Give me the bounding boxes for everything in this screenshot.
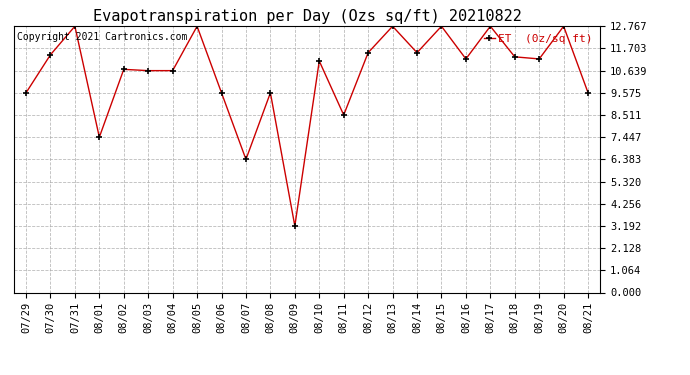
ET  (0z/sq ft) bbox=[364, 50, 373, 55]
ET  (0z/sq ft) bbox=[388, 24, 397, 28]
ET  (0z/sq ft) bbox=[119, 67, 128, 72]
ET  (0z/sq ft) bbox=[95, 135, 104, 140]
ET  (0z/sq ft) bbox=[437, 24, 446, 28]
Text: Copyright 2021 Cartronics.com: Copyright 2021 Cartronics.com bbox=[17, 32, 187, 42]
ET  (0z/sq ft) bbox=[22, 91, 30, 95]
ET  (0z/sq ft) bbox=[71, 24, 79, 28]
ET  (0z/sq ft) bbox=[535, 57, 543, 61]
Line: ET  (0z/sq ft): ET (0z/sq ft) bbox=[23, 23, 591, 229]
ET  (0z/sq ft) bbox=[46, 53, 55, 57]
Title: Evapotranspiration per Day (Ozs sq/ft) 20210822: Evapotranspiration per Day (Ozs sq/ft) 2… bbox=[92, 9, 522, 24]
ET  (0z/sq ft) bbox=[144, 68, 152, 73]
ET  (0z/sq ft) bbox=[486, 24, 495, 28]
ET  (0z/sq ft) bbox=[511, 55, 519, 59]
ET  (0z/sq ft) bbox=[266, 91, 275, 95]
ET  (0z/sq ft) bbox=[193, 24, 201, 28]
ET  (0z/sq ft) bbox=[315, 59, 324, 63]
ET  (0z/sq ft) bbox=[290, 224, 299, 228]
Legend: ET  (0z/sq ft): ET (0z/sq ft) bbox=[482, 32, 595, 46]
ET  (0z/sq ft) bbox=[241, 157, 250, 162]
ET  (0z/sq ft) bbox=[462, 57, 470, 61]
ET  (0z/sq ft) bbox=[168, 68, 177, 73]
ET  (0z/sq ft) bbox=[560, 24, 568, 28]
ET  (0z/sq ft) bbox=[217, 91, 226, 95]
ET  (0z/sq ft) bbox=[584, 91, 592, 95]
ET  (0z/sq ft) bbox=[413, 50, 421, 55]
ET  (0z/sq ft) bbox=[339, 113, 348, 117]
